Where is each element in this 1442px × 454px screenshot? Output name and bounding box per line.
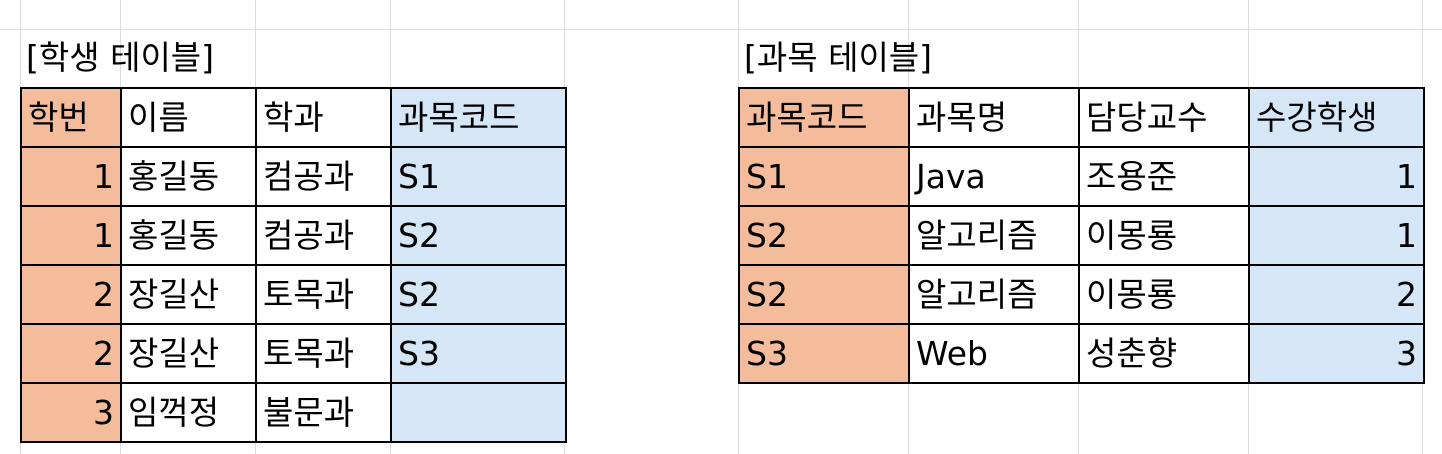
- cell-course-code[interactable]: S1: [738, 146, 910, 207]
- student-table-caption: [학생 테이블]: [26, 38, 215, 77]
- cell-student-id[interactable]: 1: [20, 205, 122, 266]
- cell-department[interactable]: 불문과: [255, 382, 392, 443]
- table-row: 3 임꺽정 불문과: [20, 382, 567, 443]
- course-table: 과목코드 과목명 담당교수 수강학생 S1 Java 조용준 1 S2 알고리즘…: [738, 87, 1425, 384]
- header-professor[interactable]: 담당교수: [1078, 87, 1250, 148]
- table-row: S1 Java 조용준 1: [738, 146, 1425, 207]
- header-course-code[interactable]: 과목코드: [738, 87, 910, 148]
- cell-course-name[interactable]: 알고리즘: [908, 264, 1080, 325]
- cell-course-name[interactable]: 알고리즘: [908, 205, 1080, 266]
- cell-professor[interactable]: 이몽룡: [1078, 205, 1250, 266]
- cell-name[interactable]: 장길산: [120, 323, 257, 384]
- cell-student-id[interactable]: 3: [20, 382, 122, 443]
- cell-department[interactable]: 토목과: [255, 323, 392, 384]
- header-department[interactable]: 학과: [255, 87, 392, 148]
- cell-course-name[interactable]: Java: [908, 146, 1080, 207]
- cell-professor[interactable]: 성춘향: [1078, 323, 1250, 384]
- header-student-id[interactable]: 학번: [20, 87, 122, 148]
- header-enrolled-student[interactable]: 수강학생: [1248, 87, 1425, 148]
- table-row: 1 홍길동 컴공과 S2: [20, 205, 567, 266]
- cell-name[interactable]: 장길산: [120, 264, 257, 325]
- gridline: [0, 29, 1442, 30]
- header-course-name[interactable]: 과목명: [908, 87, 1080, 148]
- cell-professor[interactable]: 이몽룡: [1078, 264, 1250, 325]
- table-row: S2 알고리즘 이몽룡 2: [738, 264, 1425, 325]
- student-table: 학번 이름 학과 과목코드 1 홍길동 컴공과 S1 1 홍길동 컴공과 S2 …: [20, 87, 567, 443]
- header-course-code[interactable]: 과목코드: [390, 87, 567, 148]
- cell-professor[interactable]: 조용준: [1078, 146, 1250, 207]
- cell-name[interactable]: 홍길동: [120, 146, 257, 207]
- course-header-row: 과목코드 과목명 담당교수 수강학생: [738, 87, 1425, 148]
- student-header-row: 학번 이름 학과 과목코드: [20, 87, 567, 148]
- cell-course-code[interactable]: S2: [738, 264, 910, 325]
- cell-course-name[interactable]: Web: [908, 323, 1080, 384]
- table-row: S3 Web 성춘향 3: [738, 323, 1425, 384]
- cell-student-id[interactable]: 2: [20, 264, 122, 325]
- table-row: 2 장길산 토목과 S3: [20, 323, 567, 384]
- cell-enrolled-student[interactable]: 1: [1248, 205, 1425, 266]
- table-row: 2 장길산 토목과 S2: [20, 264, 567, 325]
- table-row: S2 알고리즘 이몽룡 1: [738, 205, 1425, 266]
- cell-course-code[interactable]: [390, 382, 567, 443]
- cell-course-code[interactable]: S2: [390, 205, 567, 266]
- cell-enrolled-student[interactable]: 1: [1248, 146, 1425, 207]
- cell-enrolled-student[interactable]: 3: [1248, 323, 1425, 384]
- cell-course-code[interactable]: S2: [738, 205, 910, 266]
- cell-department[interactable]: 컴공과: [255, 205, 392, 266]
- cell-course-code[interactable]: S2: [390, 264, 567, 325]
- cell-student-id[interactable]: 2: [20, 323, 122, 384]
- cell-department[interactable]: 컴공과: [255, 146, 392, 207]
- header-name[interactable]: 이름: [120, 87, 257, 148]
- cell-enrolled-student[interactable]: 2: [1248, 264, 1425, 325]
- cell-course-code[interactable]: S3: [390, 323, 567, 384]
- cell-course-code[interactable]: S3: [738, 323, 910, 384]
- cell-department[interactable]: 토목과: [255, 264, 392, 325]
- cell-name[interactable]: 홍길동: [120, 205, 257, 266]
- cell-course-code[interactable]: S1: [390, 146, 567, 207]
- table-row: 1 홍길동 컴공과 S1: [20, 146, 567, 207]
- cell-name[interactable]: 임꺽정: [120, 382, 257, 443]
- cell-student-id[interactable]: 1: [20, 146, 122, 207]
- course-table-caption: [과목 테이블]: [744, 38, 933, 77]
